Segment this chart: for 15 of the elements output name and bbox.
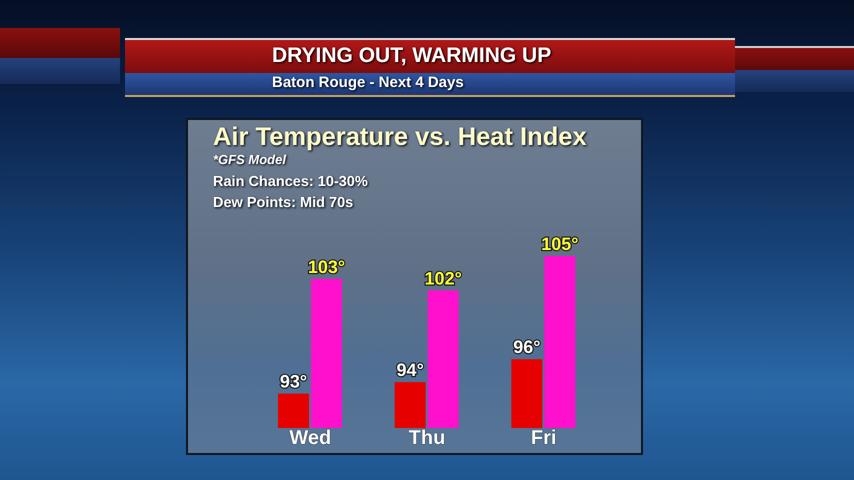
text: Rain Chances: 10-30% [213, 174, 368, 190]
data-label: 94° [396, 360, 424, 380]
x-tick-label: Thu [408, 427, 446, 450]
data-label: 103° [308, 256, 346, 277]
text: Dew Points: Mid 70s [213, 195, 354, 211]
data-label: 93° [280, 372, 308, 392]
chart-title: Air Temperature vs. Heat Index [213, 123, 587, 152]
chart-subtitle: *GFS Model [213, 152, 286, 167]
text: Baton Rouge - Next 4 Days [272, 74, 464, 91]
data-label: 105° [541, 234, 578, 254]
text: DRYING OUT, WARMING UP [272, 44, 552, 68]
data-label: 102° [424, 268, 462, 288]
x-tick-label: Fri [530, 427, 556, 450]
data-label: 96° [513, 337, 540, 358]
x-tick-label: Wed [289, 427, 332, 450]
